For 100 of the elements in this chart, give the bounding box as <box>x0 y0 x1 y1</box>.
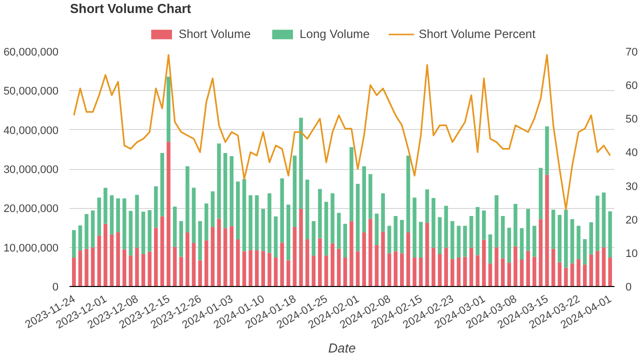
bar <box>230 226 234 286</box>
legend-label: Long Volume <box>300 27 370 41</box>
bar <box>425 189 430 223</box>
bar <box>198 221 202 260</box>
bar <box>128 210 133 256</box>
bar <box>305 240 310 286</box>
bar <box>141 212 146 254</box>
bar <box>179 221 184 257</box>
bar <box>602 247 606 286</box>
bar <box>596 250 600 286</box>
y2-tick-label: 20 <box>626 214 638 226</box>
bar <box>324 256 328 286</box>
bar <box>286 260 290 286</box>
bar <box>72 230 76 258</box>
chart-title: Short Volume Chart <box>70 0 192 18</box>
bar <box>236 182 240 240</box>
bar <box>110 195 114 234</box>
bar <box>356 184 360 252</box>
bar <box>186 232 190 286</box>
legend-label: Short Volume <box>178 27 251 41</box>
bar <box>274 216 278 258</box>
bar <box>280 178 284 243</box>
bar <box>450 221 454 260</box>
bar <box>90 210 95 248</box>
bar <box>432 248 436 286</box>
bar <box>268 252 272 286</box>
bar <box>608 211 612 258</box>
bar <box>500 258 505 286</box>
y2-tick-label: 30 <box>626 180 638 193</box>
bar <box>217 144 221 219</box>
bar <box>438 254 442 286</box>
bar <box>532 226 536 257</box>
bar <box>425 222 430 286</box>
bar <box>387 253 392 286</box>
bar <box>343 258 348 286</box>
bar <box>589 222 594 254</box>
bar <box>78 225 82 250</box>
bar <box>299 118 303 209</box>
y-tick-label: 40,000,000 <box>3 124 59 137</box>
y2-tick-label: 70 <box>626 46 638 58</box>
bar <box>356 251 360 286</box>
bar <box>476 206 480 256</box>
bar <box>418 258 423 286</box>
y-tick-label: 0 <box>52 282 59 294</box>
bar <box>469 216 474 248</box>
bar <box>318 238 322 286</box>
bar <box>172 246 177 286</box>
bar <box>558 214 562 262</box>
bar <box>97 198 102 236</box>
bar <box>268 193 272 253</box>
line-series <box>73 54 611 210</box>
y-tick-label: 10,000,000 <box>3 242 59 254</box>
bar <box>84 248 88 286</box>
bar <box>545 126 549 175</box>
bar <box>545 174 549 286</box>
bar <box>97 236 102 286</box>
bar <box>104 224 108 286</box>
bar <box>122 198 126 250</box>
bar <box>148 210 152 252</box>
bar <box>254 250 259 286</box>
bar <box>90 247 95 286</box>
bar <box>507 262 512 286</box>
bar <box>394 251 398 286</box>
bar <box>602 192 606 248</box>
bar <box>488 263 492 286</box>
bar <box>299 208 303 286</box>
bar <box>116 232 120 286</box>
bar <box>116 198 120 232</box>
bar <box>236 240 240 286</box>
bar <box>242 251 246 286</box>
bar <box>381 193 385 232</box>
bar <box>374 244 379 286</box>
bar <box>564 268 568 286</box>
bar <box>204 203 208 240</box>
bar <box>608 258 612 286</box>
bar <box>368 218 372 286</box>
bar <box>198 260 202 286</box>
bar <box>160 152 164 216</box>
bar <box>274 258 278 286</box>
y-tick-label: 20,000,000 <box>3 203 59 216</box>
bar <box>330 243 334 286</box>
bar <box>223 152 228 228</box>
bar <box>526 208 530 251</box>
bar <box>520 259 524 286</box>
bar <box>494 247 498 286</box>
bar <box>312 221 316 256</box>
bar <box>128 256 133 286</box>
bar <box>589 254 594 286</box>
bar <box>570 263 574 286</box>
bar <box>230 156 234 226</box>
bar <box>482 240 486 286</box>
bar <box>186 166 190 232</box>
bar <box>154 228 158 286</box>
bar <box>160 216 164 286</box>
bar <box>254 195 259 250</box>
bar <box>387 226 392 254</box>
bar <box>78 250 82 286</box>
y2-tick-label: 40 <box>626 147 638 160</box>
bar <box>110 234 114 286</box>
bar <box>514 246 518 286</box>
